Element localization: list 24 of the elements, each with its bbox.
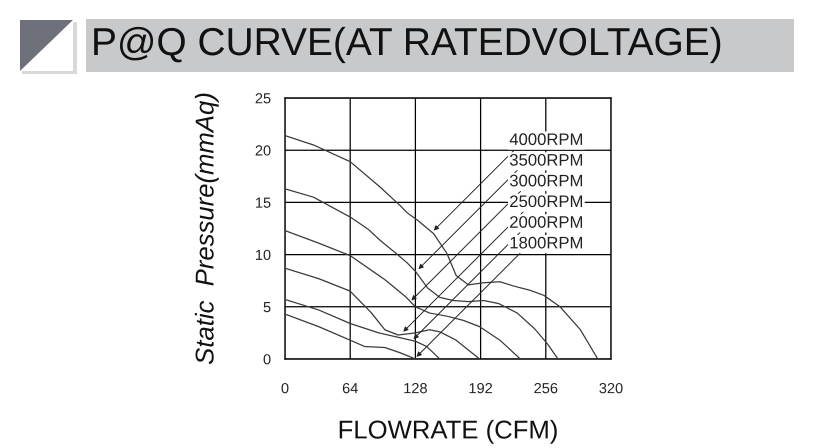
x-tick-label: 256 <box>534 382 558 394</box>
y-tick-label: 20 <box>256 145 271 156</box>
line-series <box>285 268 480 359</box>
x-axis-title: FLOWRATE (CFM) <box>340 420 557 444</box>
y-tick-label: 5 <box>264 302 270 312</box>
y-tick-label: 15 <box>256 198 270 208</box>
annotation: 1800RPM <box>510 236 582 249</box>
y-axis-title: Static Pressure(mmAq) <box>194 94 219 364</box>
annotation: 3500RPM <box>510 154 582 166</box>
x-tick-label: 192 <box>470 382 492 394</box>
x-tick-label: 64 <box>342 382 358 394</box>
annotation: 3000RPM <box>510 174 582 186</box>
x-tick-label: 320 <box>599 382 623 394</box>
annotation: 2000RPM <box>510 216 582 228</box>
y-tick-label: 0 <box>264 354 271 364</box>
x-tick-label: 128 <box>404 382 427 394</box>
annotation: 2500RPM <box>510 195 582 208</box>
chart-title: P@Q CURVE(AT RATEDVOLTAGE) <box>94 26 720 64</box>
x-tick-label: 0 <box>282 382 288 394</box>
line-series <box>285 313 416 359</box>
y-tick-label: 10 <box>256 250 271 260</box>
y-tick-label: 25 <box>256 93 270 104</box>
line-series <box>285 134 598 359</box>
annotation: 4000RPM <box>510 133 582 146</box>
